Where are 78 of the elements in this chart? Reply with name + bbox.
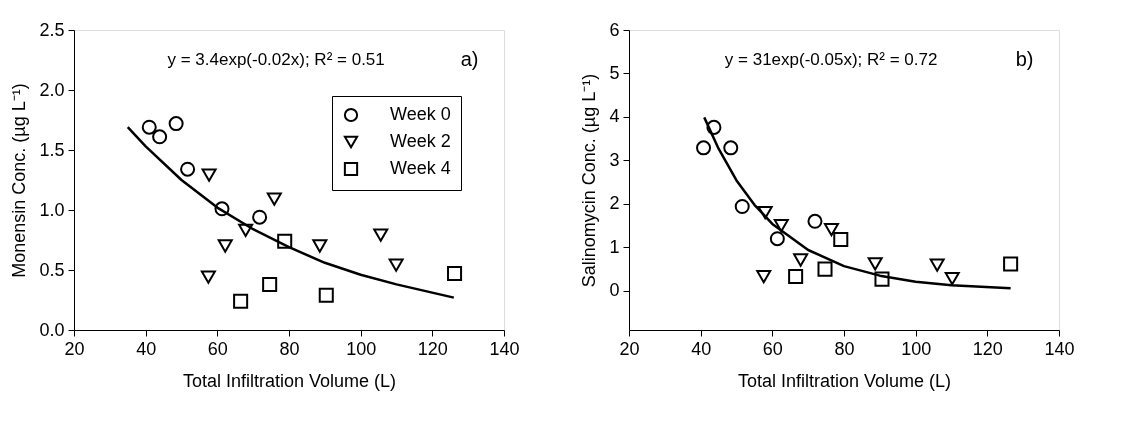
point xyxy=(874,271,890,287)
y-tick-label: 6 xyxy=(609,19,620,40)
legend-label: Week 2 xyxy=(390,131,451,151)
legend-label: Week 0 xyxy=(390,104,451,124)
y-axis-title: Monensin Conc. (µg L⁻¹) xyxy=(9,83,30,278)
point xyxy=(807,213,823,229)
x-tick-label: 100 xyxy=(346,338,377,359)
point xyxy=(266,192,282,206)
point xyxy=(1003,256,1019,272)
x-tick-label: 60 xyxy=(762,338,783,359)
point xyxy=(141,119,157,135)
x-tick-label: 20 xyxy=(64,338,85,359)
point xyxy=(152,129,168,145)
y-tick-label: 2 xyxy=(609,193,620,214)
y-tick-label: 2.0 xyxy=(39,79,65,100)
point xyxy=(867,257,883,271)
point xyxy=(312,239,328,253)
legend-label: Week 4 xyxy=(390,158,451,178)
point xyxy=(262,276,278,292)
point xyxy=(447,266,463,282)
x-axis-title: Total Infiltration Volume (L) xyxy=(182,370,397,391)
point xyxy=(823,222,839,237)
x-tick-label: 140 xyxy=(1044,338,1075,359)
point xyxy=(706,119,722,135)
point xyxy=(318,287,334,303)
point xyxy=(238,223,254,238)
point xyxy=(817,261,833,277)
point xyxy=(944,272,960,286)
point xyxy=(200,270,216,284)
point xyxy=(214,201,230,217)
y-tick-label: 0.0 xyxy=(39,319,65,340)
point xyxy=(723,140,739,156)
point xyxy=(734,199,750,215)
annotation: b) xyxy=(1015,48,1034,70)
point xyxy=(201,168,217,182)
point xyxy=(788,269,804,285)
point xyxy=(929,258,945,272)
annotation: a) xyxy=(460,48,479,70)
point xyxy=(833,232,849,248)
point xyxy=(769,231,785,247)
annotation: y = 3.4exp(-0.02x); R² = 0.51 xyxy=(167,50,385,69)
y-tick-label: 0.5 xyxy=(39,259,65,280)
point xyxy=(277,233,293,249)
x-tick-label: 120 xyxy=(417,338,448,359)
x-tick-label: 120 xyxy=(972,338,1003,359)
point xyxy=(233,293,249,309)
x-tick-label: 20 xyxy=(619,338,640,359)
y-tick-label: 5 xyxy=(609,62,620,83)
point xyxy=(756,269,772,284)
x-tick-label: 80 xyxy=(279,338,300,359)
y-tick-label: 0 xyxy=(609,280,620,301)
x-tick-label: 40 xyxy=(136,338,157,359)
line-series xyxy=(703,116,1012,290)
annotation: y = 31exp(-0.05x); R² = 0.72 xyxy=(724,50,938,69)
point xyxy=(217,239,233,253)
point xyxy=(757,205,773,220)
point xyxy=(252,209,268,225)
x-tick-label: 40 xyxy=(691,338,712,359)
x-tick-label: 140 xyxy=(489,338,520,359)
line-series xyxy=(126,125,456,299)
point xyxy=(793,253,809,267)
y-axis-title: Salinomycin Conc. (µg L⁻¹) xyxy=(579,73,600,288)
point xyxy=(388,258,404,272)
x-tick-label: 60 xyxy=(207,338,228,359)
point xyxy=(696,140,712,156)
point xyxy=(180,161,196,177)
x-tick-label: 80 xyxy=(834,338,855,359)
point xyxy=(773,219,789,233)
y-tick-label: 1.0 xyxy=(39,199,65,220)
y-tick-label: 2.5 xyxy=(39,19,65,40)
y-tick-label: 1 xyxy=(609,236,620,257)
y-tick-label: 3 xyxy=(609,149,620,170)
y-tick-label: 1.5 xyxy=(39,139,65,160)
x-tick-label: 100 xyxy=(901,338,932,359)
x-axis-title: Total Infiltration Volume (L) xyxy=(737,370,952,391)
point xyxy=(168,116,184,132)
point xyxy=(373,228,389,242)
y-tick-label: 4 xyxy=(609,106,620,127)
